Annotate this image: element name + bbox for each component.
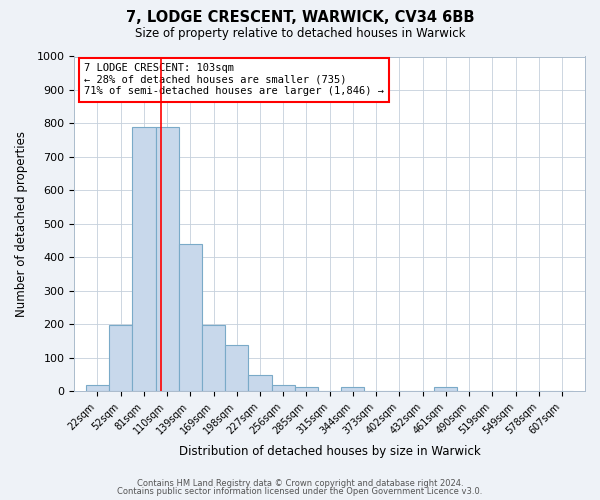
Text: 7 LODGE CRESCENT: 103sqm
← 28% of detached houses are smaller (735)
71% of semi-: 7 LODGE CRESCENT: 103sqm ← 28% of detach… bbox=[84, 63, 384, 96]
Bar bbox=[179, 244, 202, 392]
Bar bbox=[226, 344, 248, 392]
Bar bbox=[341, 388, 364, 392]
Bar bbox=[202, 326, 226, 392]
Bar bbox=[86, 384, 109, 392]
Bar bbox=[295, 388, 317, 392]
Bar bbox=[272, 386, 295, 392]
Bar bbox=[248, 374, 272, 392]
Text: 7, LODGE CRESCENT, WARWICK, CV34 6BB: 7, LODGE CRESCENT, WARWICK, CV34 6BB bbox=[126, 10, 474, 25]
Text: Contains HM Land Registry data © Crown copyright and database right 2024.: Contains HM Land Registry data © Crown c… bbox=[137, 478, 463, 488]
Text: Contains public sector information licensed under the Open Government Licence v3: Contains public sector information licen… bbox=[118, 487, 482, 496]
Bar bbox=[109, 326, 133, 392]
Bar bbox=[155, 127, 179, 392]
Bar bbox=[133, 127, 155, 392]
Y-axis label: Number of detached properties: Number of detached properties bbox=[15, 131, 28, 317]
Text: Size of property relative to detached houses in Warwick: Size of property relative to detached ho… bbox=[135, 28, 465, 40]
X-axis label: Distribution of detached houses by size in Warwick: Distribution of detached houses by size … bbox=[179, 444, 481, 458]
Bar bbox=[434, 388, 457, 392]
